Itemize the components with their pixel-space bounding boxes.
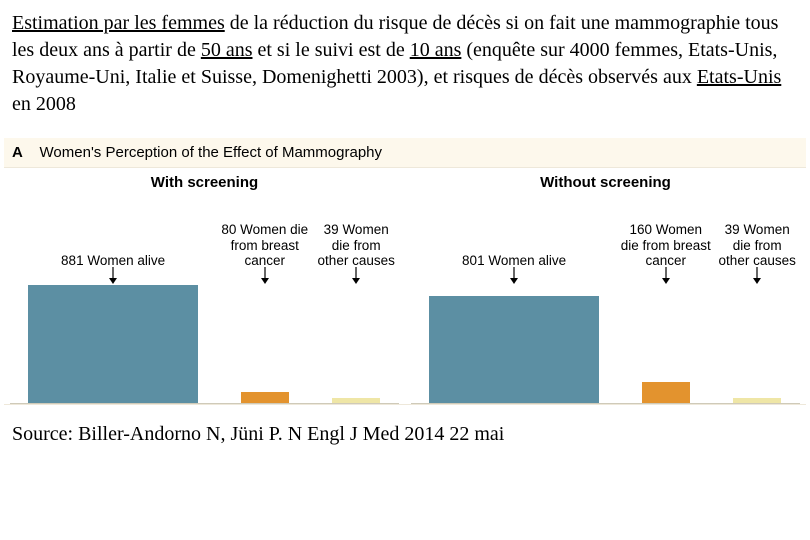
panel-title: Women's Perception of the Effect of Mamm… <box>40 144 382 161</box>
intro-seg4: et si le suivi est de <box>253 39 410 61</box>
arrow-cell <box>714 269 800 285</box>
bar-breast <box>241 392 289 403</box>
intro-seg5: 10 ans <box>410 39 462 61</box>
bars-row <box>411 285 800 404</box>
bar-other <box>332 398 380 403</box>
bar-slot <box>617 285 714 403</box>
panel-header: A Women's Perception of the Effect of Ma… <box>4 142 806 167</box>
arrow-down-icon <box>508 267 520 285</box>
arrow-cell <box>216 269 313 285</box>
arrow-down-icon <box>660 267 672 285</box>
intro-seg3: 50 ans <box>201 39 253 61</box>
subchart: With screening881 Women alive80 Women di… <box>4 168 405 404</box>
subchart-title: Without screening <box>411 172 800 195</box>
intro-paragraph: Estimation par les femmes de la réductio… <box>0 0 810 124</box>
arrow-row <box>411 269 800 285</box>
arrow-row <box>10 269 399 285</box>
bar-alive <box>28 285 198 403</box>
source-citation: Source: Biller-Andorno N, Jüni P. N Engl… <box>0 405 810 446</box>
bar-slot <box>313 285 399 403</box>
bar-alive <box>429 296 599 403</box>
arrow-down-icon <box>107 267 119 285</box>
bar-slot <box>714 285 800 403</box>
labels-row: 801 Women alive160 Women die from breast… <box>411 195 800 269</box>
chart-area: With screening881 Women alive80 Women di… <box>4 167 806 405</box>
arrow-down-icon <box>350 267 362 285</box>
bar-slot <box>10 285 216 403</box>
arrow-cell <box>617 269 714 285</box>
intro-seg8: en 2008 <box>12 93 76 115</box>
bar-slot <box>216 285 313 403</box>
arrow-cell <box>313 269 399 285</box>
panel-letter: A <box>12 144 23 161</box>
bar-breast <box>642 382 690 403</box>
arrow-down-icon <box>259 267 271 285</box>
intro-seg1: Estimation par les femmes <box>12 12 225 34</box>
bar-label-other: 39 Women die from other causes <box>714 222 800 269</box>
bar-label-breast: 160 Women die from breast cancer <box>617 222 714 269</box>
bar-label-other: 39 Women die from other causes <box>313 222 399 269</box>
bar-other <box>733 398 781 403</box>
arrow-down-icon <box>751 267 763 285</box>
bars-row <box>10 285 399 404</box>
figure-panel: A Women's Perception of the Effect of Ma… <box>4 138 806 405</box>
arrow-cell <box>10 269 216 285</box>
arrow-cell <box>411 269 617 285</box>
labels-row: 881 Women alive80 Women die from breast … <box>10 195 399 269</box>
subchart-title: With screening <box>10 172 399 195</box>
subchart: Without screening801 Women alive160 Wome… <box>405 168 806 404</box>
bar-label-breast: 80 Women die from breast cancer <box>216 222 313 269</box>
intro-seg7: Etats-Unis <box>697 66 781 88</box>
bar-slot <box>411 285 617 403</box>
